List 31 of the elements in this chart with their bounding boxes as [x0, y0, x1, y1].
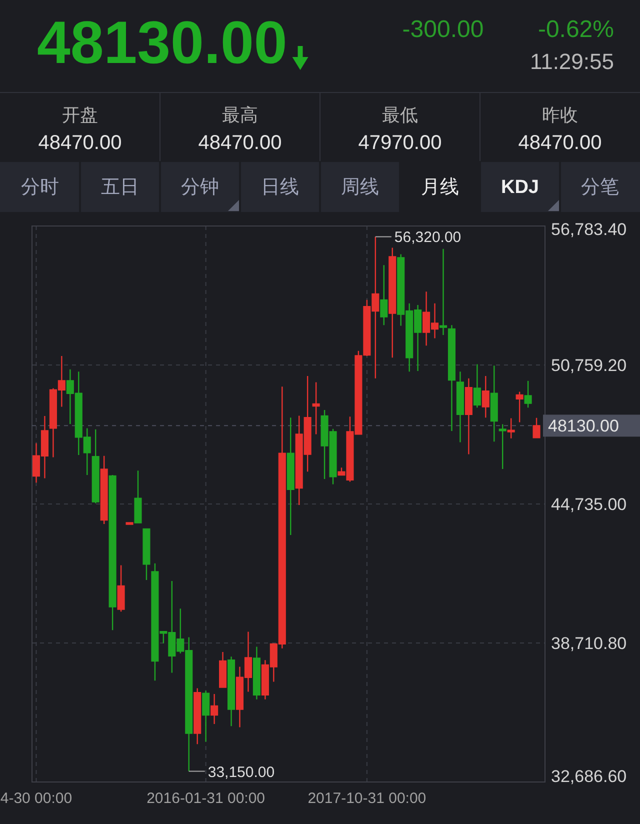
annotation: 56,320.00: [394, 229, 462, 246]
ref-line-label: 48130.00: [548, 416, 619, 436]
text: 分笔: [581, 177, 619, 198]
y-tick-label: 44,735.00: [551, 495, 627, 514]
text: 48470.00: [518, 132, 602, 154]
x-tick-label: 2017-10-31 00:00: [308, 790, 426, 807]
text: 最高: [222, 105, 258, 125]
text: 最低: [382, 105, 418, 125]
text: 47970.00: [358, 132, 442, 154]
annotation: 33,150.00: [208, 764, 275, 781]
text: -300.00: [402, 16, 484, 43]
text: 开盘: [62, 105, 98, 125]
text: 月线: [421, 177, 459, 198]
text: 周线: [341, 177, 379, 198]
y-tick-label: 56,783.40: [551, 220, 627, 239]
text: 日线: [261, 177, 299, 198]
y-tick-label: 38,710.80: [551, 634, 627, 653]
x-tick-label: 2016-01-31 00:00: [146, 790, 266, 807]
text: 昨收: [542, 105, 578, 125]
text: KDJ: [500, 177, 540, 198]
text: 48470.00: [198, 132, 282, 154]
text: 11:29:55: [530, 49, 614, 74]
text: 分钟: [181, 177, 219, 198]
y-tick-label: 32,686.60: [551, 767, 627, 786]
text: -0.62%: [538, 16, 614, 43]
title: 48130.00: [37, 9, 288, 76]
x-tick-label: 4-30 00:00: [0, 790, 72, 807]
text: 五日: [101, 177, 139, 198]
y-tick-label: 50,759.20: [551, 356, 627, 375]
text: 分时: [21, 177, 59, 198]
text: 48470.00: [38, 132, 122, 154]
